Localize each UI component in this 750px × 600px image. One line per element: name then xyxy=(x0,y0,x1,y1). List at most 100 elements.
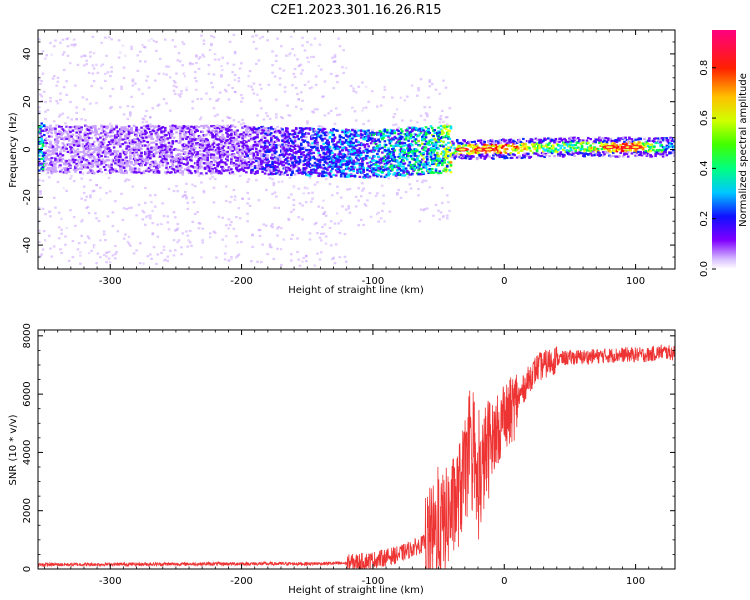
heatmap-cell xyxy=(275,195,278,198)
heatmap-cell xyxy=(251,183,254,186)
heatmap-cell xyxy=(94,256,97,259)
heatmap-cell xyxy=(316,132,319,136)
heatmap-cell xyxy=(260,107,263,110)
heatmap-cell xyxy=(72,168,76,171)
heatmap-cell xyxy=(49,124,52,127)
heatmap-cell xyxy=(306,120,309,123)
heatmap-cell xyxy=(288,160,292,163)
heatmap-cell xyxy=(137,148,141,152)
heatmap-cell xyxy=(177,163,181,166)
heatmap-cell xyxy=(181,149,185,152)
heatmap-cell xyxy=(168,49,172,52)
heatmap-cell xyxy=(192,190,196,193)
heatmap-cell xyxy=(197,67,201,70)
heatmap-cell xyxy=(217,260,221,263)
heatmap-cell xyxy=(152,246,156,249)
heatmap-cell xyxy=(196,152,200,155)
heatmap-cell xyxy=(257,59,261,62)
heatmap-cell xyxy=(284,144,288,147)
heatmap-cell xyxy=(313,90,317,93)
heatmap-cell xyxy=(273,164,277,168)
heatmap-cell xyxy=(165,232,168,235)
heatmap-cell xyxy=(178,131,182,134)
heatmap-cell xyxy=(288,114,292,117)
heatmap-cell xyxy=(61,154,65,157)
heatmap-cell xyxy=(191,146,195,150)
heatmap-cell xyxy=(302,154,306,157)
heatmap-cell xyxy=(139,50,142,53)
heatmap-cell xyxy=(231,143,234,147)
heatmap-cell xyxy=(75,33,78,36)
heatmap-cell xyxy=(250,229,253,232)
heatmap-cell xyxy=(50,132,54,135)
heatmap-cell xyxy=(202,71,206,74)
heatmap-cell xyxy=(50,255,54,258)
heatmap-cell xyxy=(124,69,127,72)
heatmap-cell xyxy=(284,152,288,155)
heatmap-cell xyxy=(106,156,110,159)
heatmap-cell xyxy=(77,139,81,142)
heatmap-cell xyxy=(261,131,264,134)
heatmap-cell xyxy=(318,236,322,239)
heatmap-cells xyxy=(38,32,675,268)
heatmap-cell xyxy=(252,154,256,158)
heatmap-cell xyxy=(158,155,162,158)
heatmap-cell xyxy=(280,263,283,267)
heatmap-cell xyxy=(266,65,269,68)
heatmap-cell xyxy=(85,159,88,162)
heatmap-cell xyxy=(146,151,150,154)
heatmap-cell xyxy=(185,137,188,140)
heatmap-cell xyxy=(266,156,269,159)
heatmap-cell xyxy=(283,86,287,89)
heatmap-cell xyxy=(298,106,302,109)
heatmap-cell xyxy=(221,161,224,164)
heatmap-cell xyxy=(165,245,168,248)
heatmap-cell xyxy=(167,123,171,126)
heatmap-cell xyxy=(211,41,214,44)
heatmap-cell xyxy=(187,253,191,257)
heatmap-cell xyxy=(167,150,171,153)
heatmap-cell xyxy=(171,142,175,145)
heatmap-cell xyxy=(196,257,200,261)
heatmap-cell xyxy=(288,133,292,136)
heatmap-cell xyxy=(153,79,157,82)
heatmap-cell xyxy=(153,187,157,190)
heatmap-cell xyxy=(226,138,229,142)
heatmap-cell xyxy=(153,85,157,88)
heatmap-cell xyxy=(240,73,243,77)
heatmap-cell xyxy=(61,222,65,226)
heatmap-cell xyxy=(56,247,60,250)
heatmap-cell xyxy=(222,136,226,139)
heatmap-cell xyxy=(215,168,218,171)
heatmap-cell xyxy=(142,118,146,121)
heatmap-cell xyxy=(196,151,200,154)
heatmap-cell xyxy=(109,177,112,181)
heatmap-cell xyxy=(44,260,47,264)
heatmap-cell xyxy=(207,63,211,67)
heatmap-cell xyxy=(215,131,218,134)
heatmap-cell xyxy=(99,256,102,259)
heatmap-cell xyxy=(211,168,214,171)
heatmap-cell xyxy=(228,82,232,85)
heatmap-cell xyxy=(240,201,243,204)
heatmap-cell xyxy=(312,123,316,126)
heatmap-cell xyxy=(69,70,72,73)
heatmap-cell xyxy=(38,108,40,111)
heatmap-cell xyxy=(142,158,146,161)
heatmap-cell xyxy=(178,139,182,143)
heatmap-cell xyxy=(141,132,145,136)
heatmap-cell xyxy=(106,254,110,257)
heatmap-cell xyxy=(52,152,56,155)
heatmap-cell xyxy=(167,154,171,157)
heatmap-cell xyxy=(141,218,145,221)
heatmap-cell xyxy=(186,135,190,139)
heatmap-cell xyxy=(268,133,272,136)
heatmap-cell xyxy=(158,57,162,60)
heatmap-cell xyxy=(256,144,259,147)
heatmap-cell xyxy=(240,159,243,162)
heatmap-cell xyxy=(91,170,95,173)
heatmap-cell xyxy=(192,188,196,191)
heatmap-cell xyxy=(91,131,95,134)
heatmap-cell xyxy=(109,95,112,98)
heatmap-cell xyxy=(221,133,224,136)
